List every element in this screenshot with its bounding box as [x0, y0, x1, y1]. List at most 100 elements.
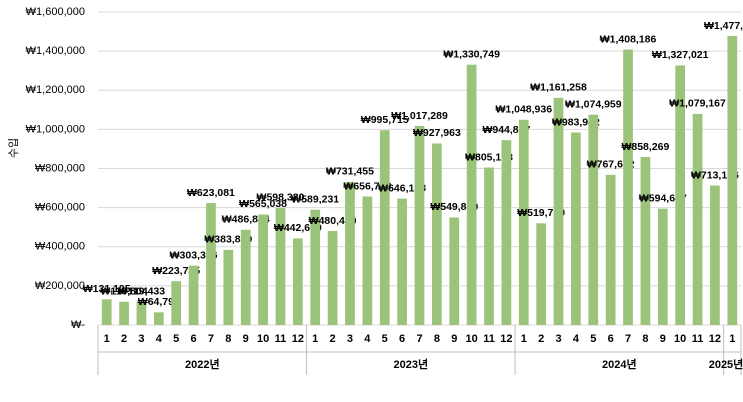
x-tick-label: 4	[573, 333, 580, 345]
bar	[640, 157, 651, 325]
x-tick-label: 7	[625, 333, 631, 345]
x-tick-label: 3	[138, 333, 144, 345]
x-tick-label: 9	[451, 333, 457, 345]
x-tick-label: 10	[257, 333, 269, 345]
value-label: ₩1,074,959	[565, 98, 622, 110]
value-label: ₩118,804	[100, 286, 147, 298]
x-tick-label: 1	[104, 333, 110, 345]
x-tick-label: 2	[538, 333, 544, 345]
x-tick-label: 12	[709, 333, 721, 345]
x-tick-label: 7	[208, 333, 214, 345]
bar	[675, 65, 686, 325]
value-label: ₩565,038	[239, 198, 287, 210]
value-label: ₩983,942	[552, 116, 600, 128]
bar	[345, 181, 355, 325]
bar	[171, 281, 182, 325]
bar	[553, 97, 564, 325]
x-tick-label: 4	[156, 333, 163, 345]
value-label: ₩805,153	[465, 151, 513, 163]
bar	[432, 143, 442, 325]
value-label: ₩480,430	[309, 215, 357, 227]
value-label: ₩549,810	[430, 201, 478, 213]
x-tick-label: 9	[660, 333, 666, 345]
value-label: ₩995,715	[361, 114, 409, 126]
value-label: ₩383,809	[204, 234, 252, 246]
bar	[153, 312, 164, 325]
bar	[623, 49, 633, 325]
value-label: ₩442,619	[274, 222, 322, 234]
value-label: ₩223,745	[152, 265, 200, 277]
x-tick-label: 1	[729, 333, 735, 345]
value-label: ₩1,048,936	[495, 104, 552, 116]
bar	[206, 203, 216, 325]
value-label: ₩656,778	[343, 180, 391, 192]
bar	[397, 198, 407, 325]
x-tick-label: 9	[243, 333, 249, 345]
bar	[588, 114, 599, 325]
bar	[518, 119, 529, 325]
value-label: ₩927,963	[413, 127, 461, 139]
bar	[449, 217, 460, 325]
value-label: ₩1,327,021	[652, 49, 709, 61]
value-label: ₩944,827	[482, 124, 530, 136]
value-label: ₩646,198	[378, 182, 426, 194]
x-tick-label: 5	[382, 333, 388, 345]
value-label: ₩598,380	[257, 192, 305, 204]
x-tick-label: 3	[555, 333, 561, 345]
x-tick-label: 8	[225, 333, 231, 345]
y-tick-label: ₩-	[71, 319, 85, 331]
y-tick-label: ₩1,400,000	[26, 45, 85, 57]
x-tick-label: 6	[191, 333, 197, 345]
x-tick-label: 12	[292, 333, 304, 345]
bar	[414, 125, 425, 326]
value-label: ₩713,186	[691, 169, 739, 181]
bar	[571, 132, 581, 325]
y-tick-label: ₩1,000,000	[26, 123, 85, 135]
x-tick-label: 6	[608, 333, 614, 345]
value-label: ₩1,408,186	[600, 33, 657, 45]
bar	[119, 301, 129, 325]
value-label: ₩1,330,749	[443, 48, 500, 60]
value-label: ₩589,231	[291, 194, 339, 206]
x-tick-label: 1	[312, 333, 318, 345]
x-tick-label: 4	[364, 333, 371, 345]
bar	[240, 229, 251, 325]
x-tick-label: 10	[466, 333, 478, 345]
x-tick-label: 11	[483, 333, 495, 345]
x-tick-label: 5	[173, 333, 179, 345]
bar	[310, 209, 321, 325]
group-label: 2022년	[185, 357, 220, 371]
bar	[710, 185, 720, 325]
x-tick-label: 2	[121, 333, 127, 345]
bar	[501, 140, 512, 325]
value-label: ₩1,079,167	[669, 98, 726, 110]
x-tick-label: 5	[590, 333, 596, 345]
x-tick-label: 3	[347, 333, 353, 345]
bar	[327, 231, 338, 325]
value-label: ₩858,269	[621, 141, 669, 153]
bar	[657, 208, 668, 325]
value-label: ₩1,017,289	[391, 110, 448, 122]
value-label: ₩519,750	[517, 207, 565, 219]
group-label: 2025년	[709, 357, 743, 371]
bar	[275, 207, 286, 325]
bar	[362, 196, 373, 325]
x-tick-label: 11	[692, 333, 704, 345]
y-tick-label: ₩600,000	[35, 202, 85, 214]
bar	[136, 301, 147, 325]
y-axis-label: 수입	[7, 138, 20, 158]
value-label: ₩486,844	[222, 214, 270, 226]
bar	[605, 174, 616, 325]
y-tick-label: ₩1,200,000	[26, 84, 85, 96]
bar	[223, 249, 234, 325]
bar	[292, 238, 303, 325]
value-label: ₩131,105	[83, 283, 131, 295]
bar	[188, 265, 199, 325]
x-tick-label: 11	[275, 333, 287, 345]
value-label: ₩623,081	[187, 187, 235, 199]
y-tick-label: ₩400,000	[35, 241, 85, 253]
bar	[466, 64, 477, 325]
x-tick-label: 1	[521, 333, 527, 345]
value-label: ₩767,612	[587, 159, 635, 171]
